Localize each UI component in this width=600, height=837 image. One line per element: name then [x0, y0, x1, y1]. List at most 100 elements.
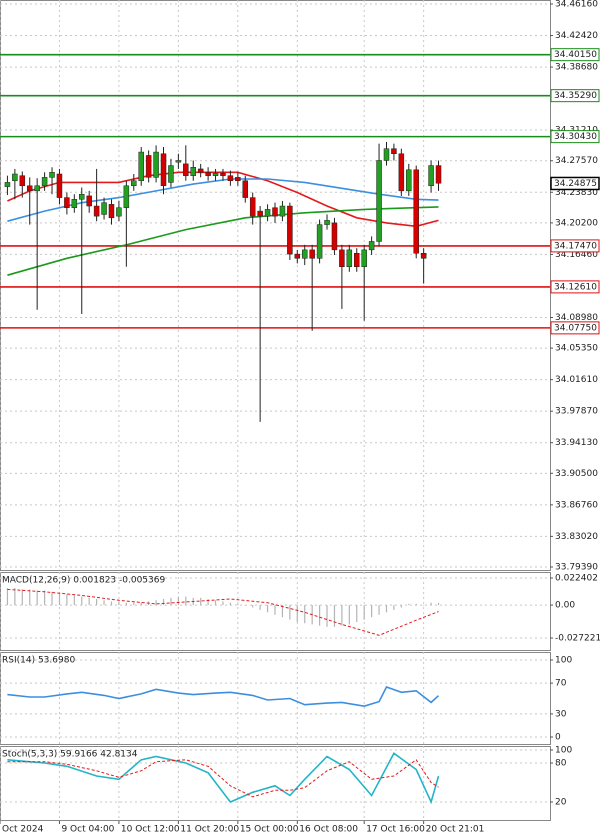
candle-body — [279, 205, 286, 217]
histogram-bar — [437, 602, 440, 606]
y-tick-label: 0 — [555, 733, 561, 743]
histogram-bar — [177, 596, 179, 606]
level-label-box — [550, 239, 600, 253]
histogram-bar — [88, 597, 90, 606]
y-tick-label: 34.27570 — [555, 156, 598, 166]
level-label-box — [550, 89, 600, 103]
level-label-box — [550, 280, 600, 294]
histogram-bar — [170, 597, 172, 606]
candle-body — [41, 177, 48, 187]
candle-body — [391, 148, 397, 155]
histogram-bar — [378, 605, 380, 615]
candle-body — [294, 253, 301, 259]
candle-body — [116, 207, 122, 217]
histogram-bar — [36, 590, 38, 606]
histogram-bar — [371, 605, 373, 618]
moving-average — [7, 206, 439, 276]
candle-body — [331, 222, 338, 251]
histogram-bar — [229, 602, 232, 606]
candle-body — [287, 205, 293, 255]
indicator-line — [7, 686, 440, 708]
x-tick-label: 10 Oct 12:00 — [121, 825, 180, 835]
y-tick-label: 33.83020 — [555, 532, 598, 542]
candle-body — [242, 180, 249, 198]
candle-body — [183, 163, 189, 176]
histogram-bar — [281, 605, 284, 618]
candle-body — [428, 165, 434, 187]
y-tick-label: 34.01610 — [555, 375, 598, 385]
histogram-bar — [296, 605, 298, 623]
histogram-bar — [96, 599, 98, 606]
candle-body — [160, 153, 167, 187]
histogram-bar — [222, 601, 224, 606]
histogram-bar — [162, 599, 165, 606]
level-label-box — [550, 321, 600, 335]
x-tick-label: 20 Oct 21:01 — [426, 825, 485, 835]
candle-body — [420, 252, 427, 259]
histogram-bar — [266, 605, 269, 613]
panel-frame — [0, 746, 551, 821]
candle-body — [108, 204, 115, 219]
histogram-bar — [304, 605, 306, 624]
y-tick-label: 34.20200 — [555, 218, 598, 228]
candle-body — [272, 207, 278, 217]
x-tick-label: 11 Oct 20:00 — [180, 825, 239, 835]
candle-body — [153, 151, 159, 178]
y-tick-label: 34.38680 — [555, 63, 598, 73]
y-tick-label: 34.42420 — [555, 31, 598, 41]
histogram-bar — [244, 605, 246, 606]
y-tick-label: -0.027221 — [555, 634, 600, 644]
candle-body — [257, 210, 263, 217]
candle-body — [235, 177, 241, 181]
panel-frame — [0, 572, 551, 651]
y-tick-label: 100 — [555, 746, 572, 756]
level-label: 34.17470 — [554, 241, 597, 251]
candle-body — [138, 151, 144, 181]
histogram-bar — [356, 605, 358, 623]
candle-body — [324, 220, 330, 225]
candle-body — [197, 168, 204, 173]
candle-body — [220, 172, 226, 176]
y-tick-label: 0.022402 — [555, 574, 598, 584]
candle-body — [168, 165, 174, 183]
candle-body — [354, 252, 360, 267]
x-tick-label: Oct 2024 — [2, 825, 44, 835]
level-label: 34.30430 — [554, 132, 597, 142]
x-tick-label: 16 Oct 08:00 — [299, 825, 358, 835]
level-label: 34.40150 — [554, 50, 597, 60]
histogram-bar — [430, 602, 432, 606]
level-label-box — [550, 48, 600, 62]
histogram-bar — [415, 603, 417, 606]
histogram-bar — [14, 588, 16, 606]
candle-body — [413, 169, 419, 254]
histogram-bar — [326, 605, 328, 627]
histogram-bar — [118, 601, 120, 606]
candle-body — [316, 224, 323, 259]
y-tick-label: 34.16460 — [555, 250, 598, 260]
candle-body — [93, 205, 100, 217]
candle-body — [56, 173, 63, 198]
histogram-bar — [6, 588, 9, 606]
candle-body — [376, 160, 382, 242]
histogram-bar — [58, 592, 61, 606]
candle-body — [435, 165, 442, 184]
y-tick-label: 20 — [555, 798, 567, 808]
histogram-bar — [333, 605, 336, 627]
candle-body — [339, 249, 345, 267]
histogram-bar — [185, 596, 187, 606]
candle-body — [71, 199, 78, 208]
candle-body — [383, 148, 390, 161]
last-price-box — [550, 176, 600, 191]
candle-body — [361, 249, 367, 267]
histogram-bar — [155, 600, 157, 606]
histogram-bar — [393, 605, 395, 610]
histogram-bar — [207, 599, 209, 606]
candle-body — [205, 172, 211, 176]
histogram-bar — [29, 589, 31, 606]
histogram-bar — [73, 595, 75, 606]
histogram-bar — [81, 596, 83, 606]
candle-body — [249, 197, 256, 217]
candle-body — [12, 173, 18, 181]
candle-body — [101, 202, 107, 215]
histogram-bar — [423, 605, 425, 606]
